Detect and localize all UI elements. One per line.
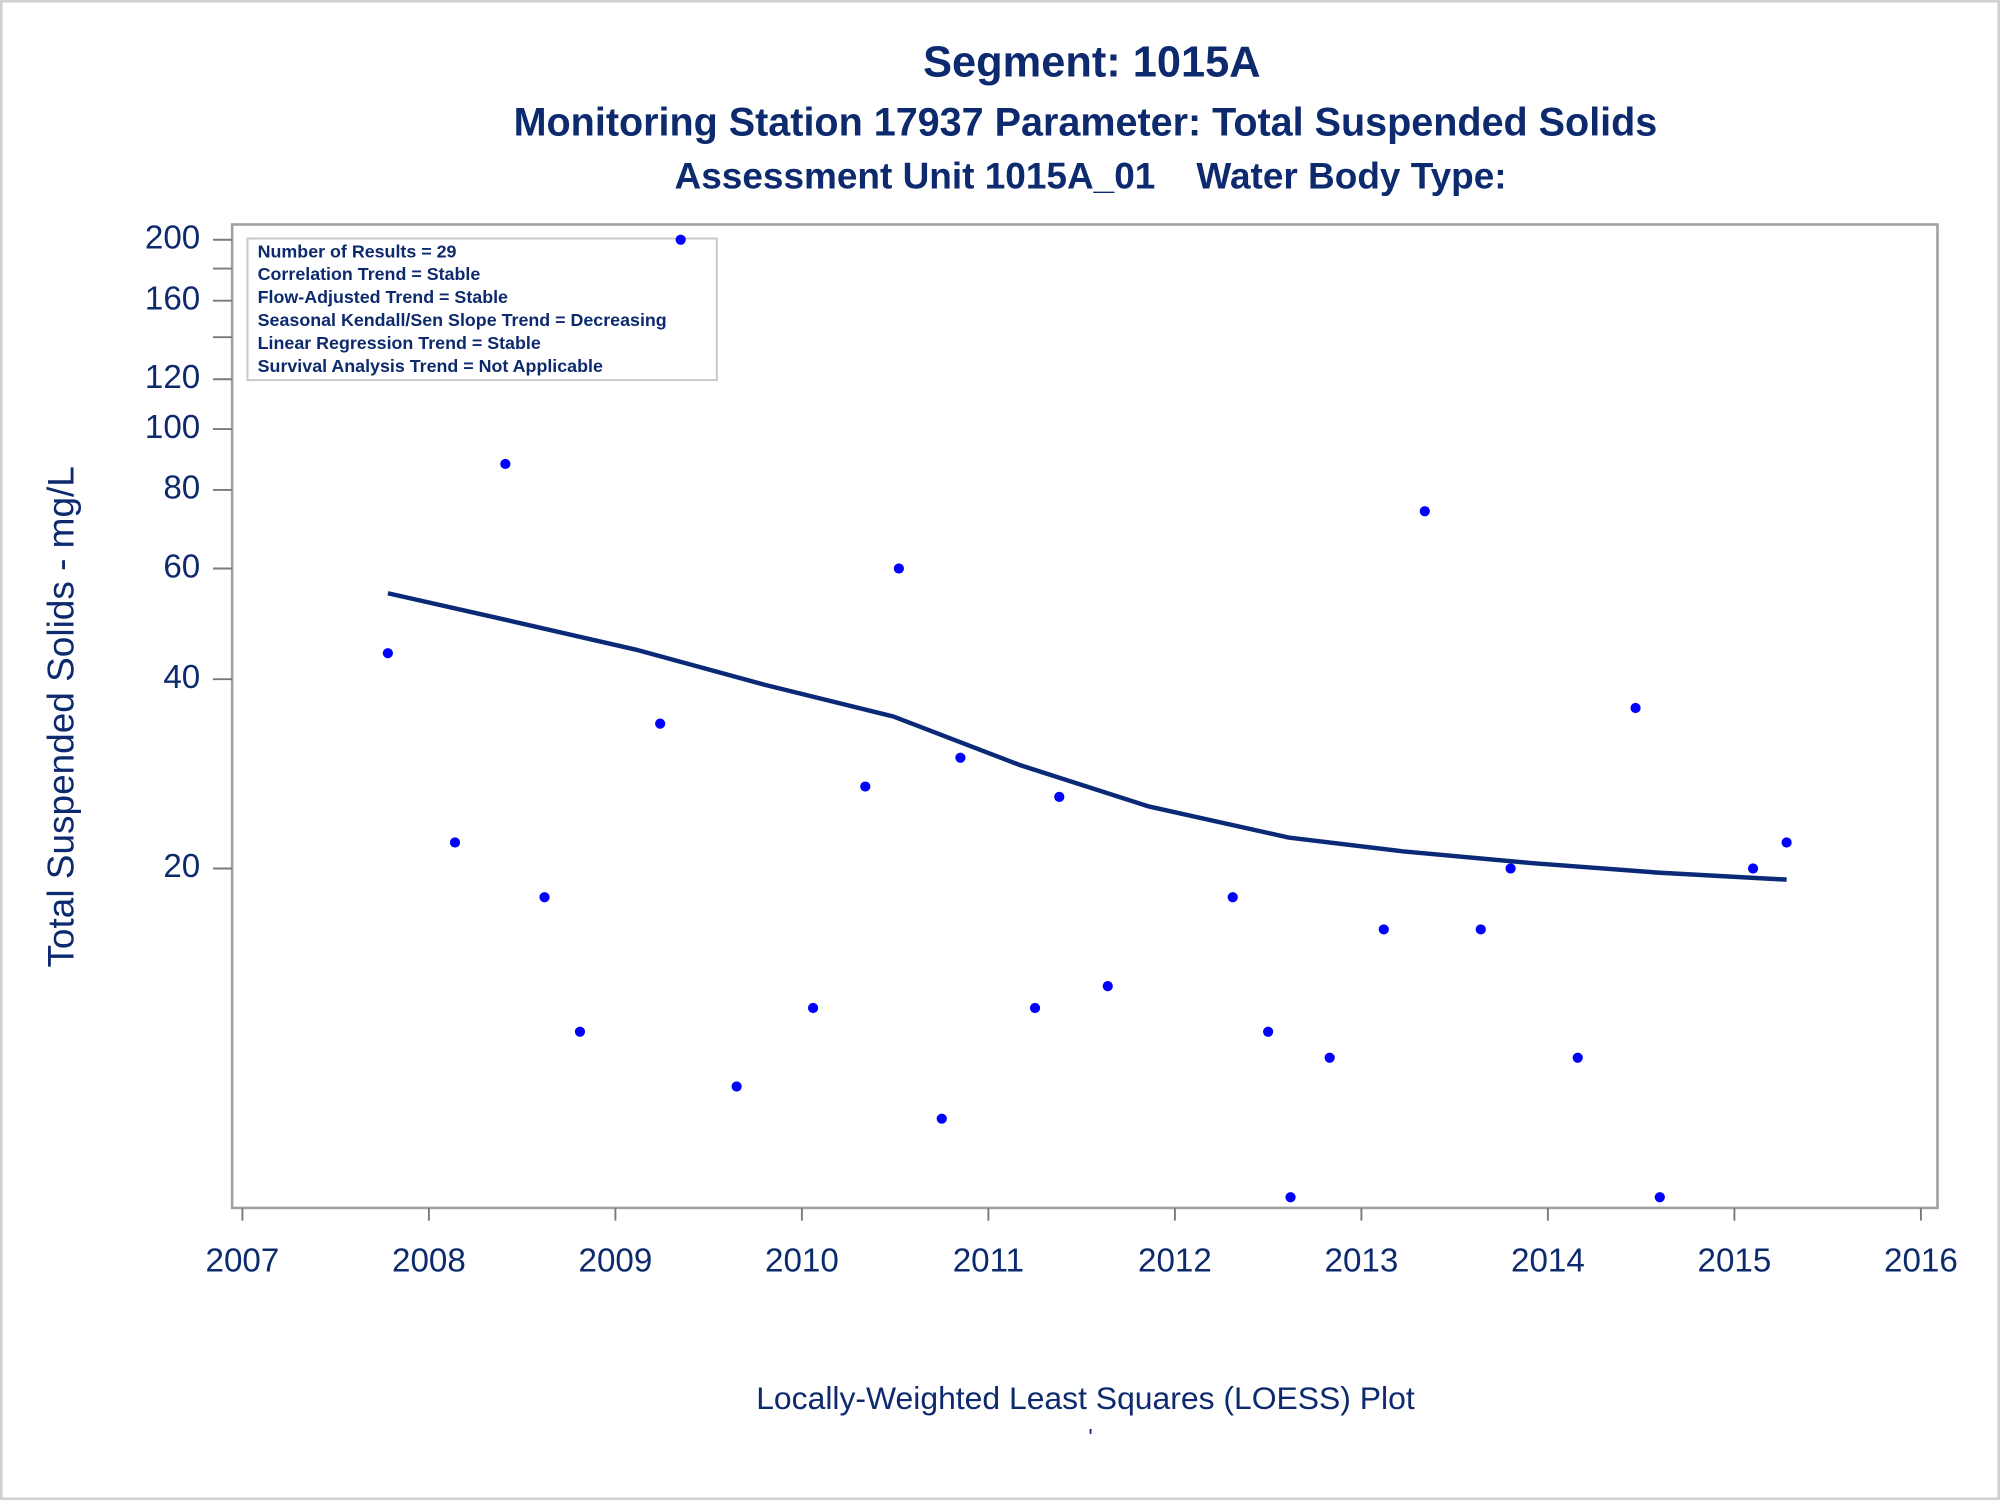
- data-point: [1781, 837, 1792, 848]
- data-point: [1654, 1192, 1665, 1203]
- data-point: [1324, 1052, 1335, 1063]
- x-tick-label: 2015: [1698, 1243, 1772, 1280]
- y-tick-label: 160: [145, 280, 200, 317]
- x-tick-label: 2013: [1325, 1243, 1399, 1280]
- chart-subtitle: Assessment Unit 1015A_01 Water Body Type…: [675, 155, 1507, 196]
- data-point: [860, 781, 871, 792]
- data-point: [1419, 506, 1430, 517]
- x-tick-label: 2009: [579, 1243, 653, 1280]
- data-point: [1029, 1002, 1041, 1014]
- data-point: [1285, 1192, 1296, 1203]
- x-tick-label: 2012: [1138, 1243, 1212, 1280]
- data-point: [500, 458, 511, 470]
- y-tick-label: 60: [163, 548, 200, 585]
- info-line: Correlation Trend = Stable: [258, 264, 481, 284]
- x-tick-label: 2014: [1511, 1243, 1585, 1280]
- chart-subtitle: Monitoring Station 17937 Parameter: Tota…: [514, 100, 1658, 144]
- y-tick-label: 20: [163, 848, 200, 885]
- data-point: [807, 1002, 819, 1014]
- data-point: [539, 892, 550, 903]
- data-point: [1054, 791, 1065, 802]
- data-point: [731, 1081, 742, 1092]
- info-box: [246, 237, 718, 382]
- data-point: [1378, 924, 1389, 935]
- x-tick-label: 2011: [953, 1243, 1024, 1280]
- data-point: [955, 752, 966, 763]
- data-point: [1505, 863, 1516, 874]
- y-tick-label: 120: [145, 359, 200, 396]
- data-point: [382, 648, 393, 659]
- data-point: [893, 563, 904, 574]
- chart-title: Segment: 1015A: [923, 39, 1260, 87]
- info-line: Flow-Adjusted Trend = Stable: [258, 287, 508, 307]
- plot-frame: [230, 223, 1939, 1210]
- data-point: [675, 234, 686, 245]
- y-tick-label: 200: [145, 220, 200, 257]
- y-axis-label: Total Suspended Solids - mg/L: [41, 466, 82, 967]
- info-line: Seasonal Kendall/Sen Slope Trend = Decre…: [258, 310, 667, 330]
- footnote: ': [1088, 1424, 1092, 1450]
- x-tick-label: 2007: [206, 1243, 280, 1280]
- x-tick-label: 2010: [765, 1243, 839, 1280]
- info-line: Survival Analysis Trend = Not Applicable: [258, 356, 603, 376]
- data-point: [1102, 981, 1113, 992]
- data-point: [1630, 702, 1641, 714]
- data-point: [1227, 892, 1238, 903]
- data-point: [936, 1113, 947, 1124]
- info-line: Linear Regression Trend = Stable: [258, 333, 541, 353]
- data-point: [1747, 863, 1759, 874]
- data-point: [1475, 924, 1486, 935]
- y-tick-label: 40: [163, 659, 200, 696]
- loess-line: [387, 591, 1787, 882]
- data-point: [449, 837, 461, 848]
- x-tick-label: 2016: [1884, 1243, 1958, 1280]
- x-tick-label: 2008: [392, 1243, 466, 1280]
- data-point: [1572, 1052, 1583, 1063]
- footnote: Locally-Weighted Least Squares (LOESS) P…: [756, 1380, 1415, 1416]
- info-line: Number of Results = 29: [258, 241, 457, 261]
- y-tick-label: 100: [145, 409, 200, 446]
- y-tick-label: 80: [163, 470, 200, 507]
- data-point: [1263, 1026, 1274, 1037]
- data-point: [655, 718, 666, 729]
- data-point: [574, 1026, 586, 1037]
